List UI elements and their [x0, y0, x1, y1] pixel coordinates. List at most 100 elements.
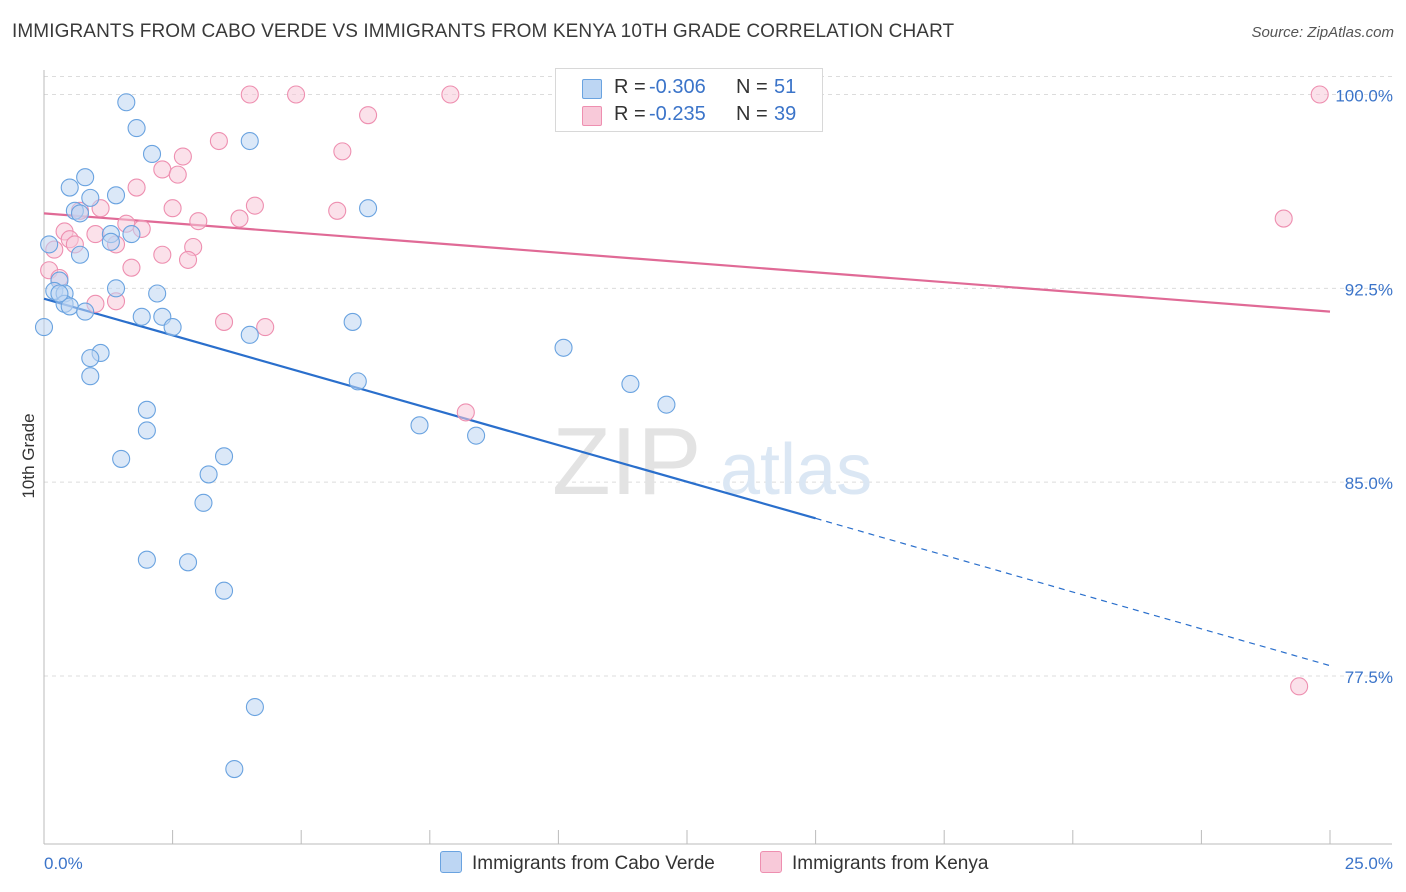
cabo-verde-point: [50, 284, 69, 303]
legend-label: Immigrants from Cabo Verde: [472, 853, 715, 874]
kenya-point: [153, 245, 172, 264]
cabo-verde-point: [132, 307, 151, 326]
cabo-verde-point: [554, 338, 573, 357]
chart-title: IMMIGRANTS FROM CABO VERDE VS IMMIGRANTS…: [12, 21, 955, 42]
data-points: [34, 85, 1329, 779]
cabo-verde-point: [81, 188, 100, 207]
watermark: ZIP atlas: [552, 408, 872, 515]
kenya-point: [209, 131, 228, 151]
cabo-verde-point: [112, 449, 131, 468]
cabo-verde-r-value: -0.306: [649, 76, 706, 98]
tick-labels: 100.0% 92.5% 85.0% 77.5% 0.0% 25.0%: [44, 87, 1393, 873]
cabo-verde-point: [60, 178, 79, 197]
kenya-point: [333, 142, 352, 161]
cabo-verde-point: [137, 400, 156, 419]
r-label: R =: [614, 103, 646, 125]
correlation-stats-box: R = -0.306 N = 51 R = -0.235 N = 39: [555, 68, 823, 132]
kenya-point: [1290, 677, 1309, 696]
kenya-point: [456, 403, 475, 422]
cabo-verde-legend-swatch: [440, 851, 462, 873]
y-axis-label: 10th Grade: [19, 413, 38, 498]
cabo-verde-swatch: [582, 79, 602, 99]
kenya-point: [127, 178, 146, 197]
cabo-verde-point: [657, 395, 676, 414]
cabo-verde-point: [240, 325, 259, 344]
cabo-verde-point: [137, 550, 156, 569]
kenya-r-value: -0.235: [649, 103, 706, 125]
kenya-point: [122, 258, 141, 277]
y-tick-label: 100.0%: [1335, 87, 1393, 106]
axes: [43, 70, 1392, 845]
cabo-verde-point: [106, 279, 126, 298]
kenya-point: [189, 212, 208, 231]
cabo-verde-point: [240, 131, 259, 151]
gridlines: [44, 76, 1392, 677]
y-tick-label: 85.0%: [1345, 474, 1393, 493]
cabo-verde-point: [137, 421, 156, 440]
cabo-verde-point: [410, 416, 429, 435]
cabo-verde-point: [127, 119, 146, 138]
cabo-verde-point: [76, 168, 95, 187]
kenya-n-value: 39: [774, 103, 797, 125]
watermark-zip: ZIP: [552, 408, 701, 515]
x-tick-label: 25.0%: [1345, 854, 1393, 873]
cabo-verde-point: [214, 581, 234, 600]
cabo-verde-point: [225, 760, 244, 779]
kenya-point: [1274, 209, 1293, 228]
cabo-verde-point: [621, 374, 640, 394]
kenya-point: [230, 209, 249, 228]
cabo-verde-trend-extension: [815, 517, 1331, 667]
kenya-point: [86, 225, 105, 244]
kenya-point: [163, 199, 182, 218]
watermark-atlas: atlas: [720, 430, 872, 510]
cabo-verde-point: [101, 232, 120, 251]
x-tick-label: 0.0%: [44, 854, 83, 873]
cabo-verde-point: [194, 493, 213, 512]
cabo-verde-point: [142, 144, 162, 163]
r-label: R =: [614, 76, 646, 98]
n-label: N =: [736, 76, 768, 98]
kenya-legend-swatch: [760, 851, 782, 873]
cabo-verde-point: [117, 93, 136, 112]
kenya-point: [240, 85, 259, 104]
cabo-verde-point: [40, 235, 59, 254]
kenya-point: [328, 201, 347, 220]
cabo-verde-point: [348, 372, 367, 391]
cabo-verde-point: [245, 697, 264, 717]
kenya-point: [256, 318, 275, 337]
kenya-swatch: [582, 106, 602, 126]
cabo-verde-point: [199, 465, 218, 484]
n-label: N =: [736, 103, 768, 125]
cabo-verde-point: [359, 199, 378, 218]
cabo-verde-point: [76, 302, 95, 321]
kenya-point: [173, 147, 192, 166]
cabo-verde-point: [106, 186, 126, 205]
cabo-verde-n-value: 51: [774, 76, 797, 98]
cabo-verde-point: [163, 318, 182, 337]
kenya-point: [153, 160, 172, 179]
cabo-verde-point: [122, 225, 141, 244]
kenya-point: [359, 106, 378, 125]
cabo-verde-point: [148, 284, 167, 303]
chart-source: Source: ZipAtlas.com: [1251, 24, 1394, 41]
cabo-verde-point: [214, 447, 234, 466]
kenya-point: [178, 250, 198, 269]
kenya-point: [168, 165, 187, 184]
kenya-point: [441, 85, 460, 104]
kenya-point: [287, 85, 306, 104]
kenya-point: [1310, 85, 1329, 104]
cabo-verde-point: [81, 349, 100, 368]
kenya-trend-line: [43, 212, 1331, 313]
kenya-point: [214, 312, 234, 331]
y-tick-label: 77.5%: [1345, 668, 1393, 687]
cabo-verde-point: [178, 553, 198, 572]
legend-item-cabo-verde[interactable]: Immigrants from Cabo Verde: [440, 851, 715, 877]
legend-item-kenya[interactable]: Immigrants from Kenya: [760, 851, 988, 877]
cabo-verde-point: [70, 204, 90, 223]
cabo-verde-point: [34, 318, 54, 337]
cabo-verde-point: [70, 245, 90, 264]
cabo-verde-point: [81, 367, 100, 386]
legend-label: Immigrants from Kenya: [792, 853, 989, 874]
cabo-verde-point: [343, 312, 362, 331]
